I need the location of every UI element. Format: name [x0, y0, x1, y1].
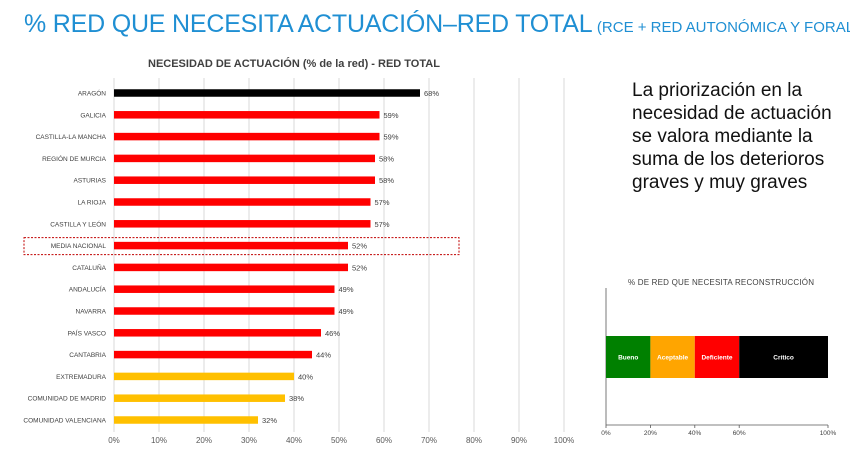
- category-label: PAÍS VASCO: [68, 328, 106, 337]
- bar: [114, 285, 335, 293]
- category-label: REGIÓN DE MURCIA: [42, 154, 107, 163]
- category-label: CANTABRIA: [69, 352, 106, 359]
- x-tick-label: 20%: [644, 430, 657, 437]
- segment-deficiente: [694, 336, 740, 378]
- bar: [114, 372, 294, 381]
- data-label: 57%: [375, 198, 390, 207]
- category-label: EXTREMADURA: [56, 374, 107, 381]
- segment-label: Bueno: [618, 355, 638, 362]
- bar: [114, 154, 375, 163]
- bar: [114, 350, 312, 359]
- data-label: 59%: [384, 133, 399, 142]
- bar: [114, 416, 258, 424]
- data-label: 38%: [289, 394, 304, 403]
- x-tick-label: 20%: [196, 436, 212, 445]
- category-label: CASTILLA-LA MANCHA: [36, 134, 107, 141]
- bar: [114, 198, 371, 206]
- category-label: MEDIA NACIONAL: [51, 243, 107, 250]
- x-tick-label: 60%: [733, 430, 746, 437]
- category-label: LA RIOJA: [77, 200, 106, 207]
- main-chart-title: NECESIDAD DE ACTUACIÓN (% de la red) - R…: [148, 58, 440, 70]
- bar: [114, 111, 380, 119]
- category-label: GALICIA: [80, 112, 106, 119]
- bar: [114, 241, 348, 250]
- data-label: 49%: [339, 307, 354, 316]
- data-label: 68%: [424, 89, 439, 98]
- title-main: % RED QUE NECESITA ACTUACIÓN–RED TOTAL: [24, 10, 593, 38]
- bar: [114, 307, 335, 315]
- x-tick-label: 0%: [108, 436, 120, 445]
- segment-crítico: [739, 336, 828, 378]
- bar: [114, 329, 321, 337]
- data-label: 52%: [352, 242, 367, 251]
- data-label: 46%: [325, 329, 340, 338]
- segment-label: Deficiente: [701, 355, 732, 362]
- data-label: 49%: [339, 285, 354, 294]
- x-tick-label: 60%: [376, 436, 392, 445]
- category-label: CASTILLA Y LEÓN: [50, 219, 106, 228]
- data-label: 58%: [379, 176, 394, 185]
- category-label: ASTURIAS: [73, 178, 106, 185]
- data-label: 32%: [262, 416, 277, 425]
- x-tick-label: 30%: [241, 436, 257, 445]
- bar: [114, 89, 420, 97]
- mini-chart-title: % DE RED QUE NECESITA RECONSTRUCCIÓN: [628, 278, 815, 287]
- x-tick-label: 40%: [286, 436, 302, 445]
- data-label: 57%: [375, 220, 390, 229]
- side-description: La priorización en la necesidad de actua…: [632, 80, 832, 193]
- x-tick-label: 80%: [466, 436, 482, 445]
- segment-label: Aceptable: [657, 355, 688, 362]
- highlight-box: [23, 237, 460, 256]
- bar: [114, 220, 371, 228]
- category-label: CATALUÑA: [72, 263, 106, 272]
- bar: [114, 263, 348, 272]
- page-title: % RED QUE NECESITA ACTUACIÓN–RED TOTAL (…: [24, 10, 850, 39]
- data-label: 58%: [379, 154, 394, 163]
- main-bar-chart: 0% 10% 20% 30% 40% 50% 60% 70% 80% 90% 100% ARAGÓN 6…: [23, 78, 574, 445]
- x-tick-label: 10%: [151, 436, 167, 445]
- x-tick-label: 70%: [421, 436, 437, 445]
- x-tick-label: 90%: [511, 436, 527, 445]
- x-tick-label: 100%: [554, 436, 574, 445]
- x-tick-label: 40%: [688, 430, 701, 437]
- bar: [114, 176, 375, 184]
- title-subtitle: (RCE + RED AUTONÓMICA Y FORAL): [596, 19, 850, 36]
- x-tick-label: 50%: [331, 436, 347, 445]
- segment-label: Crítico: [773, 355, 794, 362]
- category-label: ANDALUCÍA: [69, 285, 107, 294]
- data-label: 59%: [384, 111, 399, 120]
- segment-aceptable: [650, 336, 695, 378]
- data-label: 40%: [298, 372, 313, 381]
- category-label: COMUNIDAD DE MADRID: [28, 396, 107, 403]
- x-tick-label: 100%: [820, 430, 837, 437]
- reconstruction-chart: Bueno Aceptable Deficiente Crítico 0% 20% 40% 6…: [601, 288, 837, 437]
- data-label: 44%: [316, 351, 331, 360]
- x-tick-label: 0%: [601, 430, 611, 437]
- bar: [114, 132, 380, 141]
- category-label: NAVARRA: [76, 309, 107, 316]
- data-label: 52%: [352, 263, 367, 272]
- category-label: COMUNIDAD VALENCIANA: [23, 418, 106, 425]
- category-label: ARAGÓN: [78, 89, 106, 98]
- bar: [114, 394, 285, 402]
- segment-bueno: [606, 336, 651, 378]
